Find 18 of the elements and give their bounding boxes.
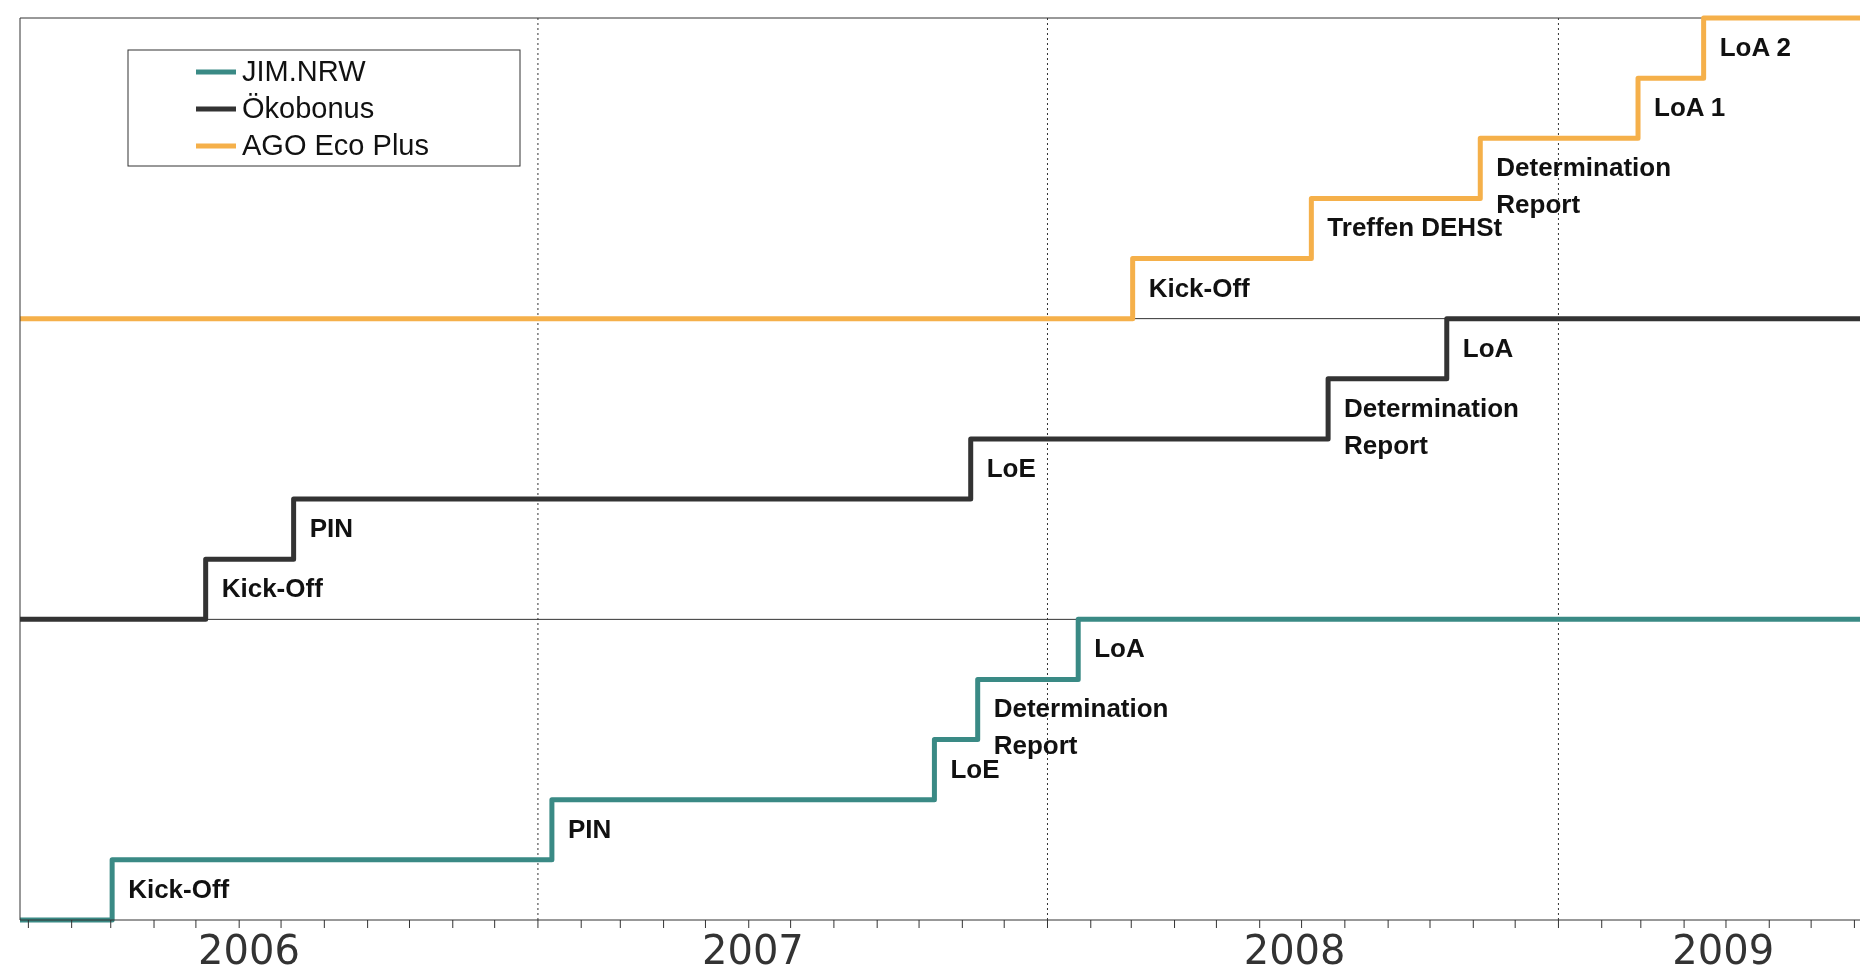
annotation: LoA (1462, 332, 1514, 363)
annotation: PIN (567, 813, 612, 844)
annotation: Kick-Off (1148, 272, 1251, 303)
annotation: LoA 1 (1654, 92, 1726, 123)
x-tick-label: 2009 (1672, 927, 1775, 973)
annotation: PIN (309, 513, 353, 544)
annotation: Kick-Off (128, 873, 230, 904)
annotation: Determination Report (1344, 392, 1519, 460)
annotation: LoA (1094, 633, 1145, 664)
legend-label: AGO Eco Plus (242, 129, 429, 161)
annotation: LoE (986, 452, 1036, 483)
x-tick-label: 2008 (1243, 927, 1346, 973)
x-tick-label: 2007 (702, 927, 804, 973)
legend-label: JIM.NRW (242, 55, 367, 87)
legend-label: Ökobonus (242, 92, 375, 124)
x-tick-label: 2006 (198, 927, 300, 973)
annotation: LoA 2 (1719, 32, 1791, 62)
annotation: Kick-Off (221, 573, 324, 604)
